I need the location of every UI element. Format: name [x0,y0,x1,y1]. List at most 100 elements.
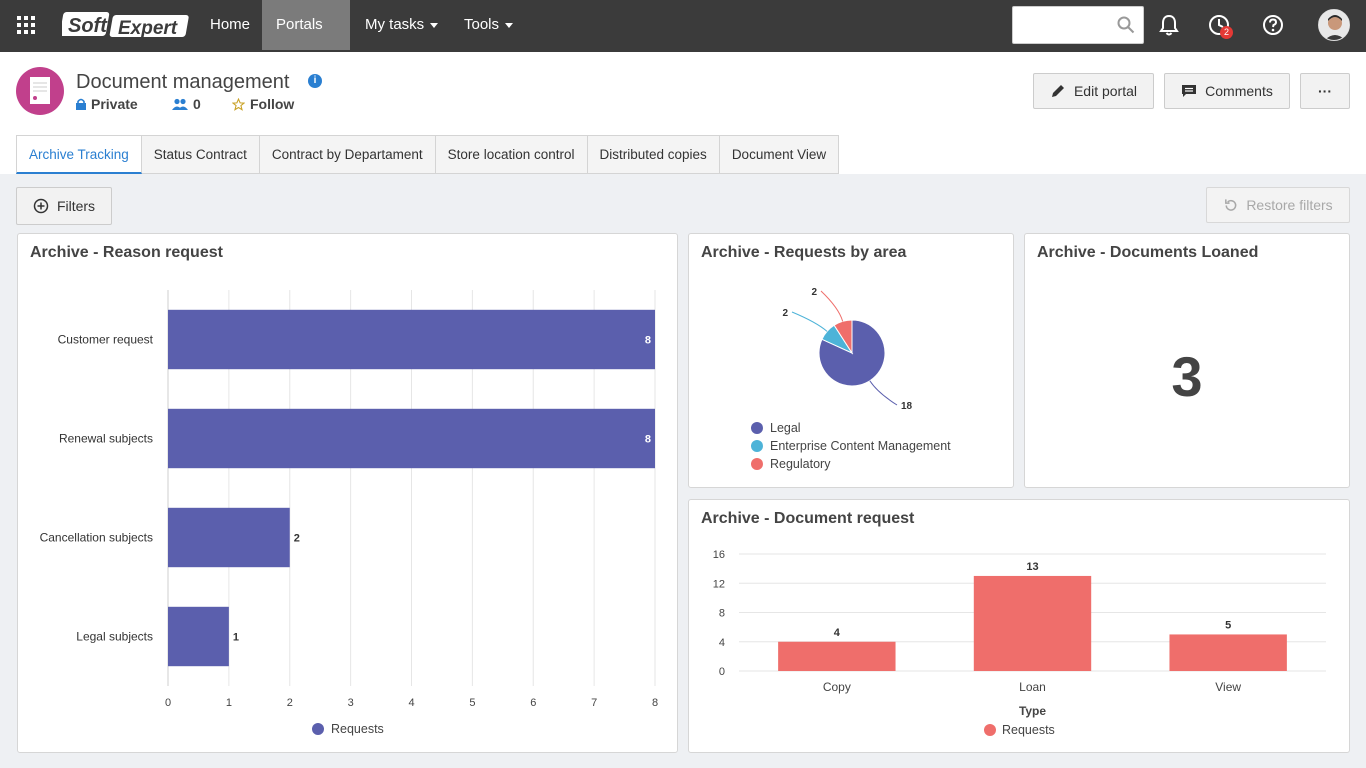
legend-item-legal[interactable]: Legal [751,421,801,435]
nav-tools[interactable]: Tools [450,0,527,50]
legend-item-regulatory[interactable]: Regulatory [751,457,830,471]
x-tick-label: 7 [591,697,597,709]
data-label: 8 [645,434,651,446]
widget-requests-by-area: Archive - Requests by area 18 2 2 Legal En… [688,233,1014,488]
info-icon[interactable]: i [308,74,322,88]
edit-portal-label: Edit portal [1073,83,1138,99]
app-grid-icon[interactable] [16,15,36,35]
bar [973,575,1092,671]
data-label: 2 [294,533,300,545]
x-tick-label: 5 [469,697,475,709]
nav-portals-label: Portals [276,16,323,33]
help-icon[interactable] [1260,12,1286,38]
data-label: 2 [782,308,788,319]
comments-label: Comments [1205,83,1273,99]
plus-circle-icon [33,198,49,214]
legend-item-ecm[interactable]: Enterprise Content Management [751,439,951,453]
data-label: 8 [645,335,651,347]
user-avatar[interactable] [1318,9,1350,41]
y-tick-label: 0 [719,666,725,678]
nav-home[interactable]: Home [196,0,264,50]
widget-document-request: Archive - Document request 0 4 8 12 16 4 Copy 1… [688,499,1350,753]
bell-icon[interactable] [1156,12,1182,38]
comment-icon [1182,85,1197,97]
privacy-label: Private [91,96,138,112]
bar [1169,634,1287,671]
widget-title: Archive - Requests by area [701,244,907,261]
widget-title: Archive - Reason request [30,244,223,261]
y-tick-label: 4 [719,637,725,649]
portal-tabs: Archive Tracking Status Contract Contrac… [16,135,840,174]
legend-swatch [751,422,763,434]
widget-title: Archive - Documents Loaned [1037,244,1259,261]
data-label: 2 [811,287,817,298]
x-category-label: View [1215,680,1241,694]
legend-label: Requests [331,722,384,736]
search-box[interactable] [1012,6,1144,44]
y-category-label: Cancellation subjects [40,531,153,545]
legend-swatch [751,458,763,470]
filters-button[interactable]: Filters [16,187,112,225]
legend-label: Legal [770,421,801,435]
legend-label: Regulatory [770,457,831,471]
pie-slice [833,319,853,355]
comments-button[interactable]: Comments [1164,73,1290,109]
top-navigation-bar: Soft Expert Home Portals My tasks Tools … [0,0,1366,78]
bar [168,606,229,667]
nav-my-tasks-label: My tasks [365,16,425,33]
bar [778,641,896,671]
legend-label: Requests [1002,723,1055,737]
legend-label: Enterprise Content Management [770,439,951,453]
tab-archive-tracking[interactable]: Archive Tracking [16,135,142,174]
y-category-label: Customer request [58,333,154,347]
bar [168,309,655,370]
pencil-icon [1051,85,1064,97]
nav-tools-label: Tools [464,16,500,33]
privacy-status: Private [76,96,138,112]
search-input[interactable] [1013,7,1113,43]
tab-status-contract[interactable]: Status Contract [141,135,260,174]
follow-button[interactable]: Follow [232,96,294,112]
undo-icon [1225,198,1237,211]
chevron-down-icon [430,22,439,28]
members-count-label: 0 [193,96,201,112]
widget-reason-request: Archive - Reason request 0 1 2 3 4 5 6 7 8 Custom… [17,233,678,753]
leader-line [791,311,828,332]
data-label: 18 [901,401,913,412]
tab-distributed-copies[interactable]: Distributed copies [587,135,720,174]
x-tick-label: 0 [165,697,171,709]
follow-label: Follow [250,96,295,112]
edit-portal-button[interactable]: Edit portal [1033,73,1154,109]
nav-portals[interactable]: Portals [262,0,350,78]
more-options-button[interactable]: ··· [1300,73,1350,109]
more-options-label: ··· [1318,83,1332,99]
y-tick-label: 16 [713,549,725,561]
lock-icon [76,98,86,110]
portal-document-icon [16,67,64,115]
restore-filters-button[interactable]: Restore filters [1206,187,1350,223]
data-label: 4 [834,627,841,639]
y-tick-label: 8 [719,608,725,620]
star-icon [232,97,245,111]
users-icon [172,98,188,110]
x-category-label: Loan [1019,680,1046,694]
members-count[interactable]: 0 [172,96,201,112]
tab-contract-by-department[interactable]: Contract by Departament [259,135,436,174]
x-tick-label: 3 [348,697,354,709]
tab-store-location-control[interactable]: Store location control [435,135,588,174]
nav-my-tasks[interactable]: My tasks [351,0,452,50]
filters-label: Filters [56,198,96,214]
x-category-label: Copy [823,680,851,694]
tab-document-view[interactable]: Document View [719,135,840,174]
x-axis-title: Type [1019,704,1046,718]
data-label: 5 [1225,619,1231,631]
bar [168,408,655,469]
y-tick-label: 12 [713,578,725,590]
page-title: Document management [76,71,290,93]
y-category-label: Legal subjects [76,630,153,644]
widget-documents-loaned: Archive - Documents Loaned 3 [1024,233,1350,488]
chevron-down-icon [505,22,514,28]
search-icon[interactable] [1117,16,1135,34]
softexpert-logo[interactable]: Soft Expert [59,10,190,40]
